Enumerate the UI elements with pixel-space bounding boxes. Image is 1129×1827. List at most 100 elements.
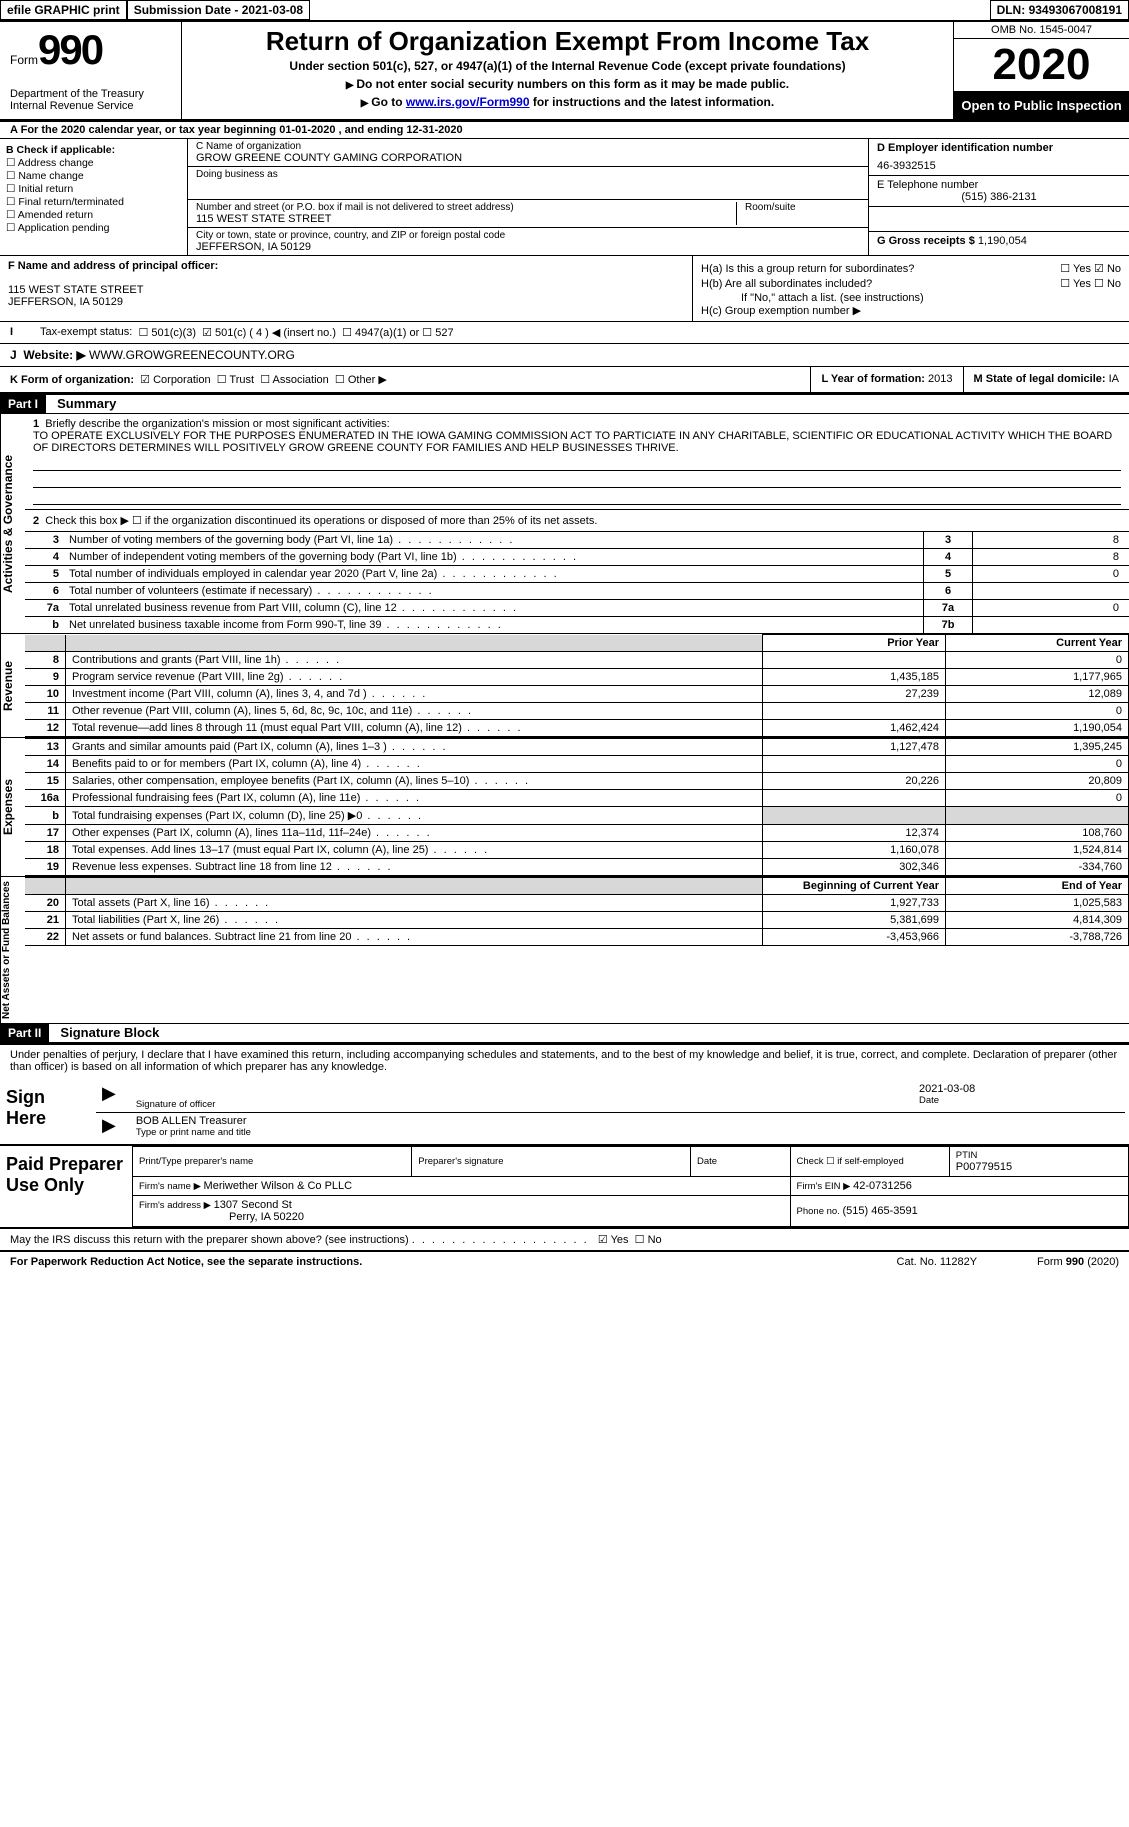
status-501c3[interactable]: 501(c)(3) [138,326,196,339]
tax-status-lbl: Tax-exempt status: [40,326,132,339]
instruction-2: Go to www.irs.gov/Form990 for instructio… [192,95,943,109]
table-row: 4Number of independent voting members of… [25,549,1129,566]
table-row: 22Net assets or fund balances. Subtract … [25,929,1129,946]
table-row: bTotal fundraising expenses (Part IX, co… [25,807,1129,825]
form-number: 990 [38,26,102,73]
line-i: I Tax-exempt status: 501(c)(3) 501(c) ( … [0,322,1129,344]
mission-text: TO OPERATE EXCLUSIVELY FOR THE PURPOSES … [33,430,1112,454]
firm-phone: (515) 465-3591 [842,1205,917,1217]
expenses-section: Expenses 13Grants and similar amounts pa… [0,738,1129,877]
k-trust[interactable]: Trust [217,374,254,386]
k-corp[interactable]: Corporation [140,374,210,386]
k-assoc[interactable]: Association [260,374,329,386]
city-lbl: City or town, state or province, country… [196,230,860,241]
street-address: 115 WEST STATE STREET [196,213,736,225]
firm-lbl: Firm's name ▶ [139,1181,204,1192]
table-row: 21Total liabilities (Part X, line 26)5,3… [25,912,1129,929]
footer-cat: Cat. No. 11282Y [897,1256,978,1268]
discuss-yes[interactable]: Yes [598,1234,629,1246]
instr2-a: Go to [371,95,406,109]
dept-treasury: Department of the TreasuryInternal Reven… [10,88,175,112]
ha-no[interactable]: No [1094,262,1121,275]
firm-ein: 42-0731256 [853,1180,912,1192]
ein-val: 46-3932515 [877,160,1121,172]
k-other[interactable]: Other ▶ [335,374,387,386]
submission-date: Submission Date - 2021-03-08 [127,0,310,20]
discuss-no[interactable]: No [635,1234,662,1246]
vlabel-revenue: Revenue [0,634,25,737]
section-fh: F Name and address of principal officer:… [0,256,1129,322]
table-row: 9Program service revenue (Part VIII, lin… [25,669,1129,686]
table-row: 16aProfessional fundraising fees (Part I… [25,790,1129,807]
check-final-return[interactable]: Final return/terminated [6,196,181,208]
table-row: 10Investment income (Part VIII, column (… [25,686,1129,703]
ha-yes[interactable]: Yes [1060,262,1091,275]
table-row: 5Total number of individuals employed in… [25,566,1129,583]
l-lbl: L Year of formation: [821,373,928,385]
m-lbl: M State of legal domicile: [974,373,1109,385]
q2-text: Check this box ▶ ☐ if the organization d… [45,515,597,527]
q2-ln: 2 [33,515,39,527]
sig-officer-lbl: Signature of officer [136,1099,907,1110]
m-val: IA [1109,373,1119,385]
prep-label: Paid Preparer Use Only [0,1146,133,1227]
hdr-prior: Prior Year [763,635,946,652]
table-row: 8Contributions and grants (Part VIII, li… [25,652,1129,669]
prep-h2: Preparer's signature [418,1156,684,1167]
dln-lbl: DLN: [997,3,1029,17]
netassets-section: Net Assets or Fund Balances Beginning of… [0,877,1129,1024]
check-amended[interactable]: Amended return [6,209,181,221]
ha-lbl: H(a) Is this a group return for subordin… [701,263,1060,275]
section-b: B Check if applicable: Address change Na… [0,139,188,255]
header-mid: Return of Organization Exempt From Incom… [182,22,953,119]
check-initial-return[interactable]: Initial return [6,183,181,195]
top-bar: efile GRAPHIC print Submission Date - 20… [0,0,1129,22]
instr2-b: for instructions and the latest informat… [530,95,775,109]
form-title: Return of Organization Exempt From Incom… [192,26,943,57]
part2-title: Signature Block [52,1025,159,1040]
status-501c[interactable]: 501(c) ( 4 ) ◀ (insert no.) [202,326,336,339]
q1-ln: 1 [33,418,39,430]
sig-date-lbl: Date [919,1095,1119,1106]
mission: 1 Briefly describe the organization's mi… [25,414,1129,509]
check-application-pending[interactable]: Application pending [6,222,181,234]
prep-h3: Date [697,1156,784,1167]
firm-name: Meriwether Wilson & Co PLLC [204,1180,353,1192]
footer-right: Form 990 (2020) [1037,1256,1119,1268]
c-name-lbl: C Name of organization [196,141,860,152]
form-header: Form990 Department of the TreasuryIntern… [0,22,1129,122]
status-527[interactable]: 527 [422,326,453,339]
activities-governance: Activities & Governance 1 Briefly descri… [0,414,1129,634]
status-4947[interactable]: 4947(a)(1) or [342,326,419,339]
check-name-change[interactable]: Name change [6,170,181,182]
hdr-begin: Beginning of Current Year [763,878,946,895]
org-name: GROW GREENE COUNTY GAMING CORPORATION [196,152,860,164]
firm-addr2: Perry, IA 50220 [139,1211,304,1223]
part1-title: Summary [49,396,116,411]
f-lbl: F Name and address of principal officer: [8,260,684,272]
room-lbl: Room/suite [745,202,860,213]
website-lbl: Website: ▶ [23,348,89,362]
sign-arrow-icon [96,1083,130,1110]
discuss-row: May the IRS discuss this return with the… [0,1229,1129,1252]
table-row: 20Total assets (Part X, line 16)1,927,73… [25,895,1129,912]
table-row: 14Benefits paid to or for members (Part … [25,756,1129,773]
hb-yes[interactable]: Yes [1060,277,1091,290]
ptin-val: P00779515 [956,1161,1122,1173]
officer-name-lbl: Type or print name and title [136,1127,1119,1138]
irs-link[interactable]: www.irs.gov/Form990 [406,95,530,109]
prep-self-employed[interactable]: Check ☐ if self-employed [797,1156,943,1167]
table-row: 7aTotal unrelated business revenue from … [25,600,1129,617]
section-deg: D Employer identification number 46-3932… [868,139,1129,255]
table-row: 12Total revenue—add lines 8 through 11 (… [25,720,1129,737]
part1-badge: Part I [0,395,46,413]
subdate-lbl: Submission Date - [134,3,242,17]
dln-val: 93493067008191 [1029,3,1122,17]
check-address-change[interactable]: Address change [6,157,181,169]
header-right: OMB No. 1545-0047 2020 Open to Public In… [953,22,1129,119]
b-heading: B Check if applicable: [6,144,181,156]
table-row: 13Grants and similar amounts paid (Part … [25,739,1129,756]
form-word: Form [10,53,38,67]
hb-no[interactable]: No [1094,277,1121,290]
table-row: 6Total number of volunteers (estimate if… [25,583,1129,600]
